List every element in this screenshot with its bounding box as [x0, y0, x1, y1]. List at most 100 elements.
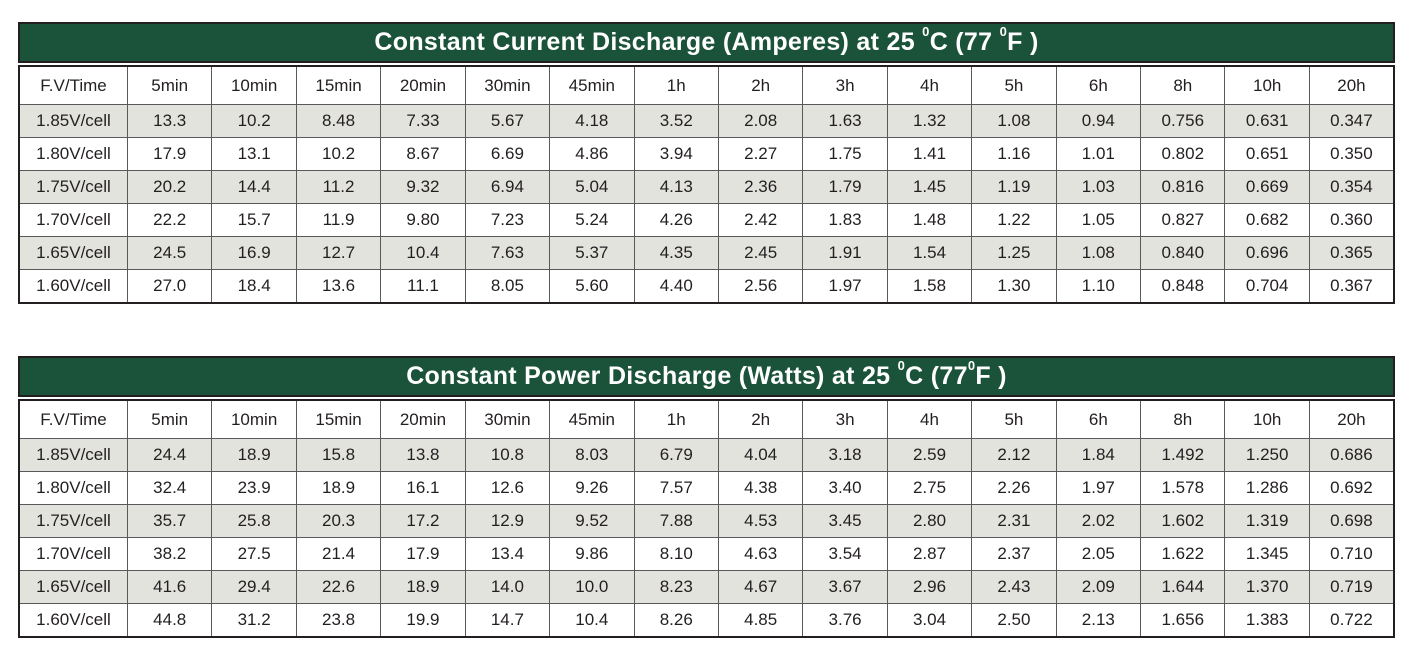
time-column-header: 8h [1140, 399, 1226, 439]
value-cell: 38.2 [126, 537, 213, 571]
value-cell: 44.8 [126, 603, 213, 638]
value-cell: 0.669 [1224, 170, 1310, 204]
value-cell: 31.2 [211, 603, 297, 638]
value-cell: 0.682 [1224, 203, 1310, 237]
value-cell: 17.9 [380, 537, 466, 571]
value-cell: 6.94 [464, 170, 551, 204]
value-cell: 1.63 [802, 104, 888, 138]
time-column-header: 10min [211, 65, 297, 105]
row-label: 1.80V/cell [18, 471, 128, 505]
value-cell: 7.63 [464, 236, 551, 270]
table-row: 1.85V/cell 13.3 10.2 8.48 7.33 5.67 4.18 3.52 2.… [18, 104, 1395, 138]
value-cell: 12.9 [464, 504, 551, 538]
time-column-header: 1h [633, 399, 719, 439]
table-title: Constant Power Discharge (Watts) at 25 0… [18, 356, 1395, 397]
value-cell: 1.83 [802, 203, 888, 237]
value-cell: 18.4 [211, 269, 297, 304]
row-label: 1.60V/cell [18, 269, 128, 304]
value-cell: 19.9 [380, 603, 466, 638]
value-cell: 13.6 [295, 269, 382, 304]
degree-superscript: 0 [922, 24, 930, 39]
constant-power-discharge-table: Constant Power Discharge (Watts) at 25 0… [18, 356, 1395, 638]
value-cell: 0.756 [1140, 104, 1226, 138]
time-column-header: 6h [1055, 65, 1142, 105]
value-cell: 2.56 [717, 269, 804, 304]
value-cell: 1.250 [1224, 438, 1310, 472]
time-column-header: 5min [126, 399, 213, 439]
table-row: 1.75V/cell 35.7 25.8 20.3 17.2 12.9 9.52 7.88 4.… [18, 504, 1395, 538]
value-cell: 14.4 [211, 170, 297, 204]
degree-superscript: 0 [897, 358, 906, 373]
value-cell: 3.52 [633, 104, 719, 138]
value-cell: 0.686 [1308, 438, 1395, 472]
value-cell: 1.54 [886, 236, 973, 270]
value-cell: 15.8 [295, 438, 382, 472]
value-cell: 1.30 [971, 269, 1057, 304]
value-cell: 1.32 [886, 104, 973, 138]
value-cell: 2.87 [886, 537, 973, 571]
value-cell: 0.816 [1140, 170, 1226, 204]
value-cell: 0.802 [1140, 137, 1226, 171]
value-cell: 3.45 [802, 504, 888, 538]
value-cell: 1.286 [1224, 471, 1310, 505]
value-cell: 2.45 [717, 236, 804, 270]
row-label: 1.80V/cell [18, 137, 128, 171]
time-column-header: 10min [211, 399, 297, 439]
value-cell: 41.6 [126, 570, 213, 604]
value-cell: 23.8 [295, 603, 382, 638]
value-cell: 0.365 [1308, 236, 1395, 270]
constant-current-discharge-table: Constant Current Discharge (Amperes) at … [18, 22, 1395, 304]
value-cell: 3.04 [886, 603, 973, 638]
value-cell: 27.0 [126, 269, 213, 304]
value-cell: 10.8 [464, 438, 551, 472]
value-cell: 13.1 [211, 137, 297, 171]
row-label: 1.75V/cell [18, 170, 128, 204]
value-cell: 4.38 [717, 471, 804, 505]
value-cell: 4.53 [717, 504, 804, 538]
value-cell: 17.2 [380, 504, 466, 538]
value-cell: 4.04 [717, 438, 804, 472]
value-cell: 24.5 [126, 236, 213, 270]
value-cell: 2.50 [971, 603, 1057, 638]
value-cell: 2.02 [1055, 504, 1142, 538]
value-cell: 1.05 [1055, 203, 1142, 237]
value-cell: 1.644 [1140, 570, 1226, 604]
value-cell: 1.319 [1224, 504, 1310, 538]
value-cell: 0.704 [1224, 269, 1310, 304]
value-cell: 5.24 [549, 203, 635, 237]
value-cell: 20.2 [126, 170, 213, 204]
value-cell: 2.31 [971, 504, 1057, 538]
table-row: 1.65V/cell 41.6 29.4 22.6 18.9 14.0 10.0 8.23 4.… [18, 570, 1395, 604]
row-label: 1.60V/cell [18, 603, 128, 638]
value-cell: 0.710 [1308, 537, 1395, 571]
value-cell: 0.347 [1308, 104, 1395, 138]
row-label: 1.70V/cell [18, 537, 128, 571]
value-cell: 17.9 [126, 137, 213, 171]
value-cell: 1.492 [1140, 438, 1226, 472]
value-cell: 2.36 [717, 170, 804, 204]
time-column-header: 4h [886, 399, 973, 439]
value-cell: 1.48 [886, 203, 973, 237]
value-cell: 6.69 [464, 137, 551, 171]
value-cell: 1.370 [1224, 570, 1310, 604]
value-cell: 0.848 [1140, 269, 1226, 304]
value-cell: 4.85 [717, 603, 804, 638]
value-cell: 12.6 [464, 471, 551, 505]
title-text: C (77 [929, 28, 1000, 56]
value-cell: 0.367 [1308, 269, 1395, 304]
title-text: C (77 [905, 362, 968, 390]
value-cell: 6.79 [633, 438, 719, 472]
value-cell: 1.578 [1140, 471, 1226, 505]
value-cell: 11.2 [295, 170, 382, 204]
value-cell: 10.2 [295, 137, 382, 171]
value-cell: 1.08 [971, 104, 1057, 138]
degree-superscript: 0 [967, 358, 976, 373]
value-cell: 4.26 [633, 203, 719, 237]
value-cell: 12.7 [295, 236, 382, 270]
value-cell: 8.05 [464, 269, 551, 304]
value-cell: 13.4 [464, 537, 551, 571]
value-cell: 1.45 [886, 170, 973, 204]
value-cell: 0.840 [1140, 236, 1226, 270]
time-column-header: 15min [295, 65, 382, 105]
